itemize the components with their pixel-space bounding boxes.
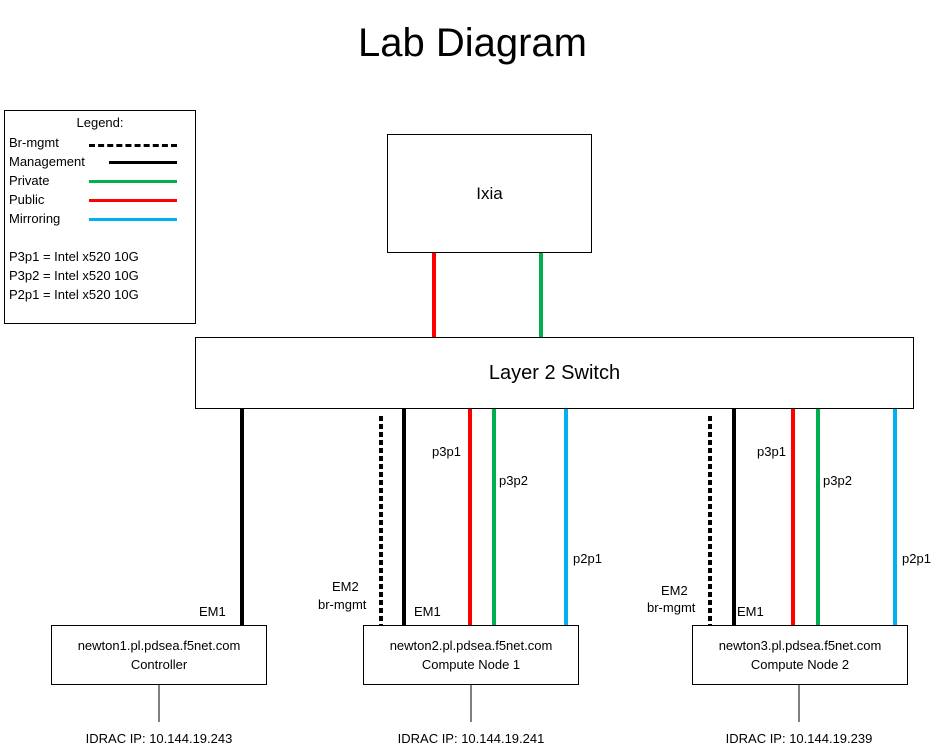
legend-swatch-mirroring [89, 218, 177, 221]
legend-label-private: Private [9, 173, 50, 188]
layer2-switch-label: Layer 2 Switch [488, 361, 621, 384]
diagram-title: Lab Diagram [357, 21, 587, 65]
node-newton1-host: newton1.pl.pdsea.f5net.com [77, 638, 241, 653]
newton3-p2p1-label: p2p1 [902, 551, 931, 566]
ixia-box: Ixia [387, 134, 592, 253]
legend-swatch-br-mgmt [89, 144, 177, 147]
legend-label-public: Public [9, 192, 45, 207]
legend-label-mirroring: Mirroring [9, 211, 61, 226]
legend-swatch-private [89, 180, 177, 183]
legend-swatch-public [89, 199, 177, 202]
node-newton3-role: Compute Node 2 [750, 657, 850, 672]
newton2-em2-label: EM2 [332, 579, 359, 594]
node-newton3-host: newton3.pl.pdsea.f5net.com [718, 638, 882, 653]
ixia-label: Ixia [476, 183, 503, 203]
node-newton2-host: newton2.pl.pdsea.f5net.com [389, 638, 553, 653]
legend-box: Legend: Br-mgmt Management Private Publi… [4, 110, 196, 324]
legend-note-p2p1: P2p1 = Intel x520 10G [9, 287, 139, 302]
newton2-em1-label: EM1 [414, 604, 441, 619]
node-newton2-role: Compute Node 1 [421, 657, 521, 672]
newton2-p3p2-label: p3p2 [499, 473, 528, 488]
newton2-br-mgmt-label: br-mgmt [318, 597, 367, 612]
newton3-idrac-label: IDRAC IP: 10.144.19.239 [725, 731, 873, 746]
node-newton2: newton2.pl.pdsea.f5net.com Compute Node … [363, 625, 579, 685]
newton1-em1-label: EM1 [199, 604, 226, 619]
node-newton1-role: Controller [130, 657, 188, 672]
newton1-idrac-label: IDRAC IP: 10.144.19.243 [85, 731, 233, 746]
newton2-idrac-label: IDRAC IP: 10.144.19.241 [397, 731, 545, 746]
legend-note-p3p1: P3p1 = Intel x520 10G [9, 249, 139, 264]
layer2-switch-box: Layer 2 Switch [195, 337, 914, 409]
node-newton1: newton1.pl.pdsea.f5net.com Controller [51, 625, 267, 685]
node-newton3: newton3.pl.pdsea.f5net.com Compute Node … [692, 625, 908, 685]
newton3-p3p2-label: p3p2 [823, 473, 852, 488]
legend-note-p3p2: P3p2 = Intel x520 10G [9, 268, 139, 283]
newton2-p2p1-label: p2p1 [573, 551, 602, 566]
newton2-p3p1-label: p3p1 [432, 444, 461, 459]
legend-label-management: Management [9, 154, 85, 169]
newton3-p3p1-label: p3p1 [757, 444, 786, 459]
newton3-em2-label: EM2 [661, 583, 688, 598]
newton3-br-mgmt-label: br-mgmt [647, 600, 696, 615]
legend-swatch-management [109, 161, 177, 164]
newton3-em1-label: EM1 [737, 604, 764, 619]
legend-label-br-mgmt: Br-mgmt [9, 135, 59, 150]
legend-heading: Legend: [76, 115, 124, 130]
